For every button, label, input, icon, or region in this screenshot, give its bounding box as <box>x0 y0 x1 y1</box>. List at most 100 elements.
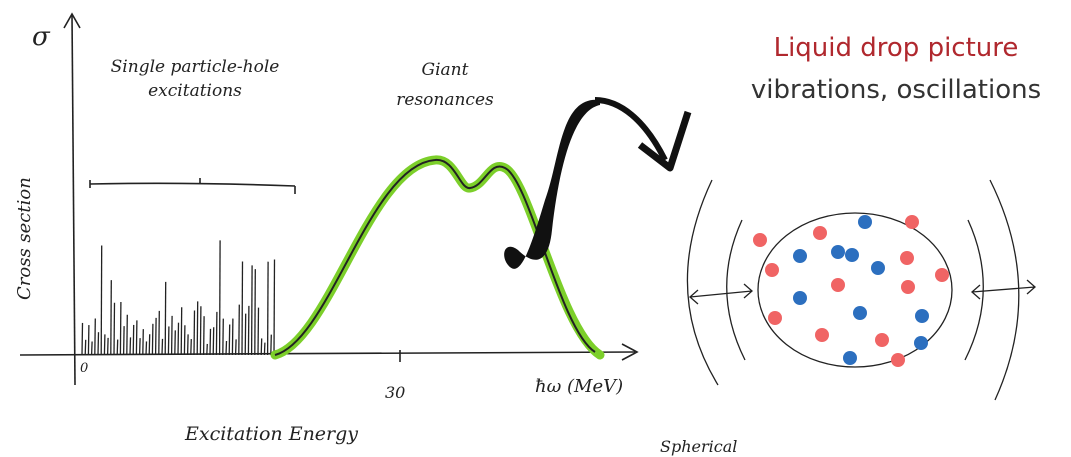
spike <box>129 337 132 356</box>
wave <box>726 219 746 361</box>
spike <box>215 311 218 356</box>
spike <box>174 330 176 356</box>
single-label: Single particle-hole excitations <box>110 57 280 101</box>
spike <box>231 318 234 356</box>
spike <box>122 326 125 356</box>
particle <box>915 309 929 323</box>
spike <box>97 332 100 356</box>
particle <box>793 249 807 263</box>
sigma: σ <box>32 22 51 52</box>
spike <box>241 261 244 356</box>
spike <box>84 339 87 356</box>
spike <box>186 334 189 356</box>
double-arrow <box>689 283 753 305</box>
particle <box>905 215 919 229</box>
particle <box>831 245 845 259</box>
nucleus <box>757 212 953 368</box>
spike <box>100 245 103 356</box>
spike <box>135 320 138 356</box>
particle <box>815 328 829 342</box>
particle <box>900 251 914 265</box>
spike <box>170 315 173 356</box>
spike <box>116 339 119 356</box>
nucleus-group <box>686 179 1036 401</box>
spike <box>190 339 192 356</box>
spikes <box>81 240 276 356</box>
particle <box>813 226 827 240</box>
giant-label: Giant resonances <box>396 60 494 110</box>
particle <box>914 336 928 350</box>
double-arrow <box>971 279 1036 300</box>
particles <box>753 215 949 367</box>
spike <box>212 327 215 356</box>
wave <box>686 179 719 386</box>
particle <box>871 261 885 275</box>
spike <box>206 343 208 356</box>
wave <box>964 219 984 361</box>
x-axis-unit: ħω (MeV) <box>535 376 623 397</box>
spike <box>110 280 112 356</box>
particle <box>765 263 779 277</box>
spike <box>202 316 205 356</box>
y-arrow <box>63 12 81 29</box>
spike <box>90 341 93 356</box>
single-box: Single particle-hole excitations <box>110 57 280 101</box>
spike <box>263 342 266 356</box>
particle <box>875 333 889 347</box>
particle <box>901 280 915 294</box>
spike <box>81 322 84 356</box>
arrow-head <box>637 110 692 172</box>
tick-label: 30 <box>385 383 405 402</box>
axes <box>19 12 639 386</box>
spike <box>151 323 154 356</box>
particle <box>831 278 845 292</box>
spike <box>228 324 231 356</box>
panel-title: Liquid drop picture <box>774 33 1019 63</box>
spike <box>103 334 106 356</box>
y-axis-label: Cross section <box>14 177 35 300</box>
particle <box>768 311 782 325</box>
spike <box>94 318 96 356</box>
spike <box>193 310 196 356</box>
particle <box>793 291 807 305</box>
spike <box>164 281 167 356</box>
spike <box>142 329 144 356</box>
particle <box>858 215 872 229</box>
spike <box>222 318 224 356</box>
spike <box>87 325 90 356</box>
spike <box>177 322 180 356</box>
spike <box>138 338 141 356</box>
bottom-label: Spherical <box>660 437 737 456</box>
particle <box>853 306 867 320</box>
x-axis <box>19 351 636 356</box>
spike <box>254 269 256 356</box>
spike <box>260 338 263 356</box>
particle <box>845 248 859 262</box>
spike <box>180 307 183 356</box>
spike <box>167 326 170 356</box>
spike <box>113 302 116 356</box>
spike <box>161 338 164 356</box>
particle <box>843 351 857 365</box>
spike <box>218 240 221 356</box>
particle <box>935 268 949 282</box>
spike <box>196 301 199 356</box>
y-axis <box>71 14 76 386</box>
spike <box>106 337 109 356</box>
spike <box>234 339 237 356</box>
spike <box>132 324 135 356</box>
swoosh-tail <box>594 97 668 162</box>
x-arrow <box>621 343 639 361</box>
spike <box>209 328 212 356</box>
particle <box>753 233 767 247</box>
spike <box>225 340 228 356</box>
swoosh <box>504 99 600 269</box>
spike <box>257 307 260 356</box>
particle <box>891 353 905 367</box>
x-axis-label: Excitation Energy <box>184 423 358 445</box>
spike <box>148 334 151 356</box>
wave <box>989 179 1020 401</box>
spike <box>183 325 186 356</box>
